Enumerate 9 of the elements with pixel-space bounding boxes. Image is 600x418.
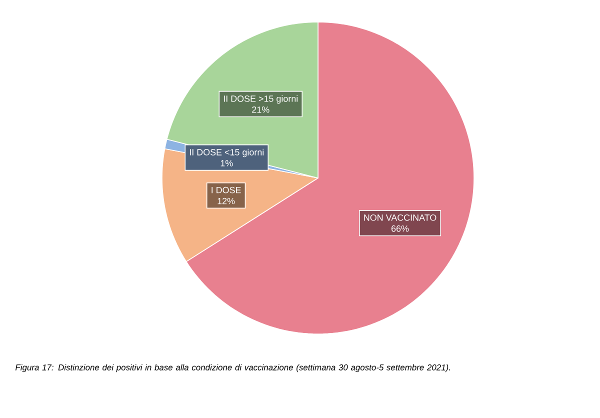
data-label: 66% bbox=[392, 225, 409, 232]
slice-label: II DOSE >15 giorni bbox=[224, 95, 298, 104]
slice-label: I DOSE bbox=[212, 186, 241, 194]
text: Figura 17: Distinzione dei positivi in base alla condizione di vaccinazione (settimana 30 agosto-5 settembre 2021). bbox=[15, 364, 450, 372]
data-label: 12% bbox=[218, 198, 235, 204]
data-label: 21% bbox=[252, 106, 270, 113]
slice-label: II DOSE <15 giorni bbox=[190, 148, 264, 158]
slice-label: NON VACCINATO bbox=[364, 214, 436, 221]
data-label: 1% bbox=[220, 160, 233, 166]
